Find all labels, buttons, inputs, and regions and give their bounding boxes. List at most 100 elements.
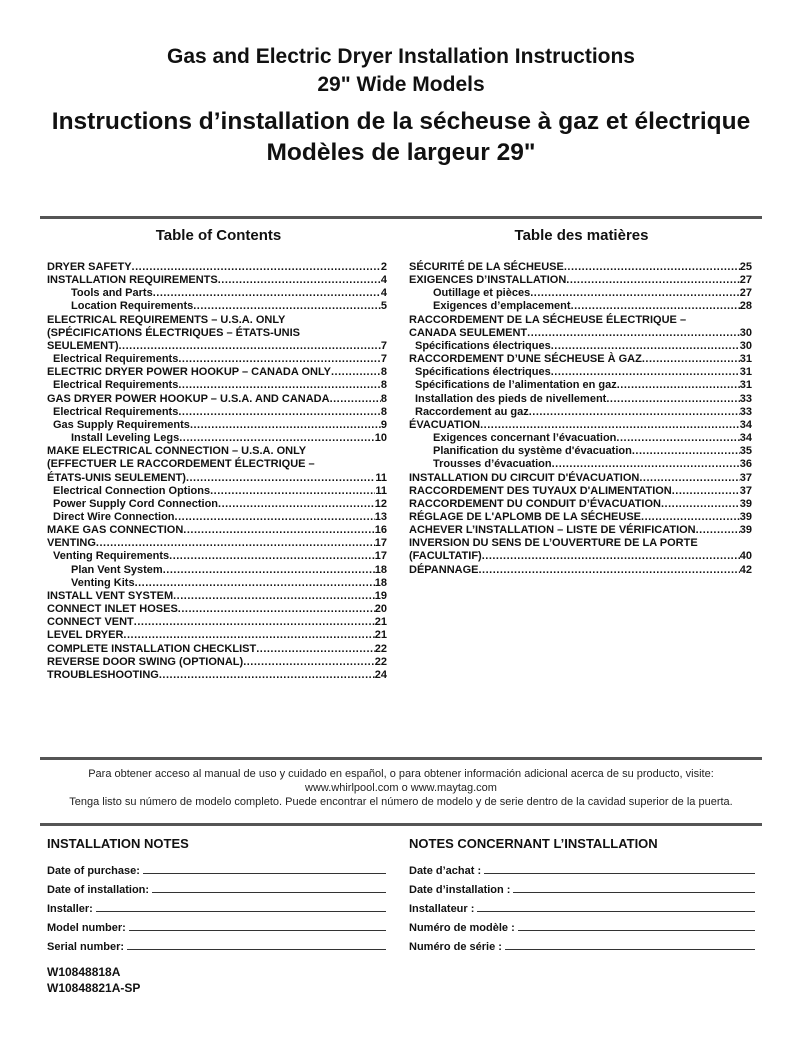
toc-entry[interactable]: Electrical Requirements.................… [47, 379, 387, 392]
dot-leader: ........................................… [570, 300, 740, 313]
note-field: Numéro de modèle : [409, 915, 755, 934]
toc-entry[interactable]: Spécifications électriques..............… [409, 366, 752, 379]
toc-page-number: 10 [374, 432, 387, 445]
divider [40, 216, 762, 219]
toc-entry[interactable]: Install Leveling Legs...................… [47, 432, 387, 445]
toc-entry[interactable]: RACCORDEMENT D’UNE SÉCHEUSE À GAZ.......… [409, 353, 752, 366]
toc-page-number: 37 [739, 484, 752, 497]
toc-entry-label: Gas Supply Requirements [53, 418, 190, 431]
toc-entry[interactable]: Exigences concernant l’évacuation.......… [409, 432, 752, 445]
toc-entry[interactable]: Electrical Requirements.................… [47, 353, 387, 366]
toc-entry[interactable]: EXIGENCES D’INSTALLATION................… [409, 274, 752, 287]
note-field-blank-line[interactable] [484, 873, 755, 874]
toc-entry[interactable]: RACCORDEMENT DE LA SÉCHEUSE ÉLECTRIQUE –… [409, 314, 752, 340]
toc-entry[interactable]: GAS DRYER POWER HOOKUP – U.S.A. AND CANA… [47, 393, 387, 406]
toc-entry[interactable]: VENTING.................................… [47, 537, 387, 550]
toc-entry[interactable]: Direct Wire Connection..................… [47, 511, 387, 524]
toc-entry[interactable]: Electrical Requirements.................… [47, 406, 387, 419]
toc-page-number: 2 [380, 261, 387, 273]
note-field-blank-line[interactable] [517, 930, 755, 931]
toc-entry[interactable]: Raccordement au gaz.....................… [409, 406, 752, 419]
note-field-blank-line[interactable] [513, 892, 755, 893]
toc-entry-label: (FACULTATIF) [409, 550, 482, 563]
toc-entry[interactable]: Trousses d’évacuation...................… [409, 458, 752, 471]
toc-page-number: 39 [739, 524, 752, 537]
toc-entry[interactable]: Spécifications de l’alimentation en gaz.… [409, 379, 752, 392]
toc-entry[interactable]: Venting Requirements....................… [47, 550, 387, 563]
toc-entry-label: Exigences d’emplacement [433, 300, 571, 313]
toc-page-number: 7 [380, 353, 387, 366]
toc-entry-label: RACCORDEMENT DES TUYAUX D'ALIMENTATION [409, 484, 672, 497]
toc-entry[interactable]: INVERSION DU SENS DE L’OUVERTURE DE LA P… [409, 537, 752, 563]
subtitle-french: Modèles de largeur 29" [266, 139, 536, 166]
toc-entry[interactable]: Planification du système d'évacuation...… [409, 445, 752, 458]
note-field-blank-line[interactable] [128, 930, 386, 931]
toc-entry-label: (SPÉCIFICATIONS ÉLECTRIQUES – ÉTATS-UNIS [47, 326, 301, 339]
toc-entry[interactable]: ELECTRIC DRYER POWER HOOKUP – CANADA ONL… [47, 366, 387, 379]
toc-entry-label: Power Supply Cord Connection [53, 497, 219, 510]
toc-entry[interactable]: DÉPANNAGE...............................… [409, 564, 752, 577]
toc-entry[interactable]: Tools and Parts.........................… [47, 287, 387, 300]
note-field-label: Date d’installation : [409, 884, 511, 896]
toc-entry[interactable]: RACCORDEMENT DES TUYAUX D'ALIMENTATION..… [409, 485, 752, 498]
note-field-blank-line[interactable] [152, 892, 386, 893]
dot-leader: ........................................… [329, 392, 381, 405]
toc-entry[interactable]: Power Supply Cord Connection............… [47, 498, 387, 511]
toc-entry[interactable]: Location Requirements...................… [47, 300, 387, 313]
toc-entry[interactable]: INSTALLATION DU CIRCUIT D'ÉVACUATION....… [409, 472, 752, 485]
toc-entry-label: TROUBLESHOOTING [47, 668, 159, 681]
toc-entry[interactable]: ACHEVER L’INSTALLATION – LISTE DE VÉRIFI… [409, 524, 752, 537]
toc-entry[interactable]: ÉVACUATION..............................… [409, 419, 752, 432]
toc-entry[interactable]: RACCORDEMENT DU CONDUIT D’ÉVACUATION....… [409, 498, 752, 511]
toc-page-number: 24 [374, 668, 387, 681]
dot-leader: ........................................… [551, 458, 740, 471]
toc-entry[interactable]: COMPLETE INSTALLATION CHECKLIST.........… [47, 643, 387, 656]
spanish-note: Para obtener acceso al manual de uso y c… [0, 767, 802, 809]
toc-entry[interactable]: SÉCURITÉ DE LA SÉCHEUSE.................… [409, 261, 752, 274]
toc-entry-label: ÉVACUATION [409, 418, 481, 431]
dot-leader: ........................................… [183, 524, 374, 537]
toc-entry[interactable]: TROUBLESHOOTING.........................… [47, 669, 387, 682]
toc-entry[interactable]: REVERSE DOOR SWING (OPTIONAL)...........… [47, 656, 387, 669]
toc-page-number: 30 [739, 339, 752, 352]
dot-leader: ........................................… [162, 563, 375, 576]
toc-entry-label: VENTING [47, 537, 96, 550]
toc-entry[interactable]: CONNECT INLET HOSES.....................… [47, 603, 387, 616]
toc-entry[interactable]: INSTALLATION REQUIREMENTS...............… [47, 274, 387, 287]
toc-entry-label: EXIGENCES D’INSTALLATION [409, 274, 567, 287]
notes-installation-fields-french: Date d’achat : Date d’installation : Insta… [409, 858, 755, 953]
toc-entry-label: MAKE ELECTRICAL CONNECTION – U.S.A. ONLY [47, 445, 307, 458]
dot-leader: ........................................… [118, 339, 381, 352]
toc-entry[interactable]: Gas Supply Requirements.................… [47, 419, 387, 432]
toc-entry[interactable]: Plan Vent System........................… [47, 564, 387, 577]
toc-entry[interactable]: MAKE ELECTRICAL CONNECTION – U.S.A. ONLY… [47, 445, 387, 484]
toc-entry[interactable]: Installation des pieds de nivellement...… [409, 393, 752, 406]
toc-page-number: 19 [374, 589, 387, 602]
toc-entry[interactable]: Spécifications électriques..............… [409, 340, 752, 353]
toc-entry[interactable]: Exigences d’emplacement.................… [409, 300, 752, 313]
toc-entry-label: INSTALLATION REQUIREMENTS [47, 274, 218, 287]
toc-entry-label: Electrical Connection Options [53, 484, 211, 497]
toc-entry[interactable]: Electrical Connection Options...........… [47, 485, 387, 498]
toc-entry[interactable]: Venting Kits............................… [47, 577, 387, 590]
note-field-blank-line[interactable] [477, 911, 755, 912]
toc-entry[interactable]: LEVEL DRYER.............................… [47, 629, 387, 642]
note-field-blank-line[interactable] [504, 949, 755, 950]
note-field-blank-line[interactable] [127, 949, 386, 950]
note-field-blank-line[interactable] [142, 873, 386, 874]
note-field-blank-line[interactable] [95, 911, 386, 912]
toc-entry[interactable]: ELECTRICAL REQUIREMENTS – U.S.A. ONLY (SP… [47, 314, 387, 353]
dot-leader: ........................................… [606, 392, 739, 405]
toc-entry-label: Planification du système d'évacuation [433, 445, 632, 458]
toc-entry-label: RACCORDEMENT D’UNE SÉCHEUSE À GAZ [409, 353, 642, 366]
toc-page-number: 7 [380, 339, 387, 352]
toc-entry[interactable]: Outillage et pièces.....................… [409, 287, 752, 300]
toc-entry[interactable]: CONNECT VENT............................… [47, 616, 387, 629]
document-codes: W10848818A W10848821A-SP [47, 964, 140, 996]
toc-entry[interactable]: INSTALL VENT SYSTEM.....................… [47, 590, 387, 603]
toc-entry[interactable]: RÉGLAGE DE L'APLOMB DE LA SÉCHEUSE......… [409, 511, 752, 524]
toc-entry[interactable]: DRYER SAFETY............................… [47, 261, 387, 274]
dot-leader: ........................................… [218, 497, 375, 510]
toc-entry[interactable]: MAKE GAS CONNECTION.....................… [47, 524, 387, 537]
dot-leader: ........................................… [563, 261, 740, 273]
